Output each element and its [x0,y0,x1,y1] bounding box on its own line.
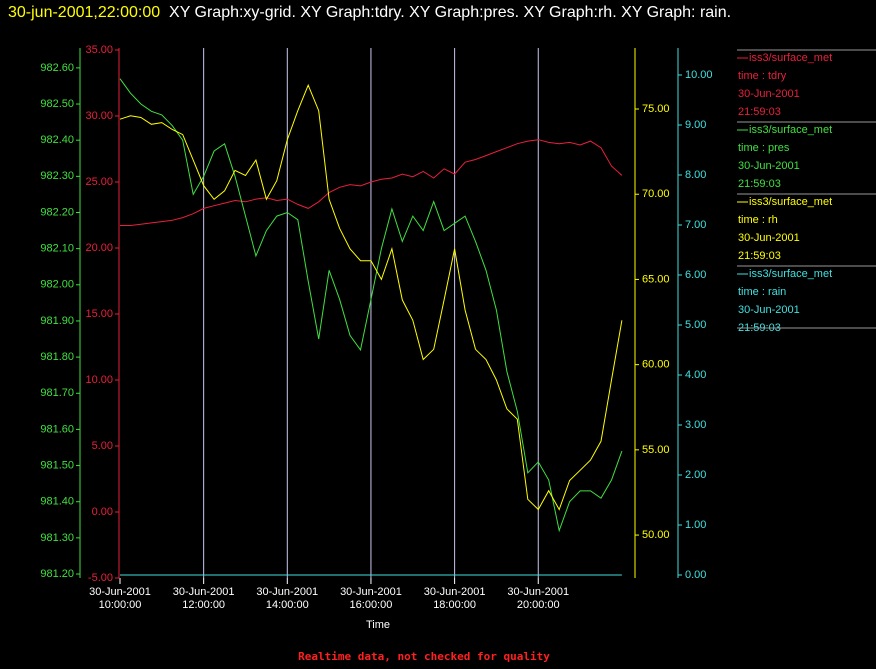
y-tick-label: 981.60 [40,423,74,435]
y-tick-label: 982.40 [40,134,74,146]
title-text: XY Graph:xy-grid. XY Graph:tdry. XY Grap… [169,4,732,21]
y-tick-label: 5.00 [92,440,113,452]
x-tick-label: 10:00:00 [99,599,142,611]
y-tick-label: 0.00 [685,569,706,581]
y-tick-label: 35.00 [85,44,113,56]
y-tick-label: 982.50 [40,98,74,110]
x-tick-label: 12:00:00 [182,599,225,611]
y-tick-label: 55.00 [642,444,670,456]
y-tick-label: 981.80 [40,351,74,363]
y-tick-label: 30.00 [85,110,113,122]
x-tick-label: 30-Jun-2001 [256,586,318,598]
y-tick-label: 981.50 [40,459,74,471]
legend-text: 30-Jun-2001 [738,88,800,100]
y-tick-label: 981.40 [40,496,74,508]
y-tick-label: 10.00 [685,69,713,81]
y-tick-label: 982.60 [40,62,74,74]
y-tick-label: 7.00 [685,219,706,231]
y-tick-label: 8.00 [685,169,706,181]
title-time: 30-jun-2001,22:00:00 [8,4,161,21]
y-tick-label: 981.90 [40,315,74,327]
x-tick-label: 30-Jun-2001 [424,586,486,598]
legend-text: 21:59:03 [738,250,781,262]
legend-text: time : pres [738,142,790,154]
y-tick-label: 4.00 [685,369,706,381]
x-tick-label: 18:00:00 [433,599,476,611]
y-tick-label: 982.00 [40,279,74,291]
y-tick-label: 982.30 [40,170,74,182]
x-tick-label: 14:00:00 [266,599,309,611]
y-tick-label: 65.00 [642,273,670,285]
y-tick-label: 70.00 [642,188,670,200]
y-tick-label: 9.00 [685,119,706,131]
x-tick-label: 30-Jun-2001 [89,586,151,598]
series-line [119,83,623,511]
legend-name: iss3/surface_met [749,52,832,64]
y-tick-label: 10.00 [85,374,113,386]
legend-text: 30-Jun-2001 [738,304,800,316]
legend-name: iss3/surface_met [749,268,832,280]
y-tick-label: -5.00 [88,572,113,584]
footer: Realtime data, not checked for quality [298,650,550,663]
y-tick-label: 0.00 [92,506,113,518]
y-tick-label: 982.10 [40,243,74,255]
y-tick-label: 15.00 [85,308,113,320]
y-tick-label: 2.00 [685,469,706,481]
x-tick-label: 30-Jun-2001 [507,586,569,598]
y-tick-label: 20.00 [85,242,113,254]
legend-text: time : rain [738,286,786,298]
y-tick-label: 981.30 [40,532,74,544]
chart-title: 30-jun-2001,22:00:00 XY Graph:xy-grid. X… [8,1,858,25]
series-line [120,139,623,226]
y-tick-label: 5.00 [685,319,706,331]
legend-text: 30-Jun-2001 [738,232,800,244]
x-tick-label: 30-Jun-2001 [173,586,235,598]
y-tick-label: 50.00 [642,529,670,541]
legend-text: time : rh [738,214,778,226]
legend-text: 21:59:03 [738,178,781,190]
y-tick-label: 981.20 [40,568,74,580]
y-tick-label: 6.00 [685,269,706,281]
legend-name: iss3/surface_met [749,124,832,136]
y-tick-label: 25.00 [85,176,113,188]
legend-text: 21:59:03 [738,106,781,118]
y-tick-label: 75.00 [642,103,670,115]
x-tick-label: 16:00:00 [350,599,393,611]
legend-name: iss3/surface_met [749,196,832,208]
y-tick-label: 1.00 [685,519,706,531]
legend-text: time : tdry [738,70,787,82]
y-tick-label: 3.00 [685,419,706,431]
x-axis-label: Time [366,619,390,631]
x-tick-label: 30-Jun-2001 [340,586,402,598]
y-tick-label: 981.70 [40,387,74,399]
x-tick-label: 20:00:00 [517,599,560,611]
legend-text: 30-Jun-2001 [738,160,800,172]
y-tick-label: 60.00 [642,359,670,371]
y-tick-label: 982.20 [40,206,74,218]
series-line [119,78,623,533]
